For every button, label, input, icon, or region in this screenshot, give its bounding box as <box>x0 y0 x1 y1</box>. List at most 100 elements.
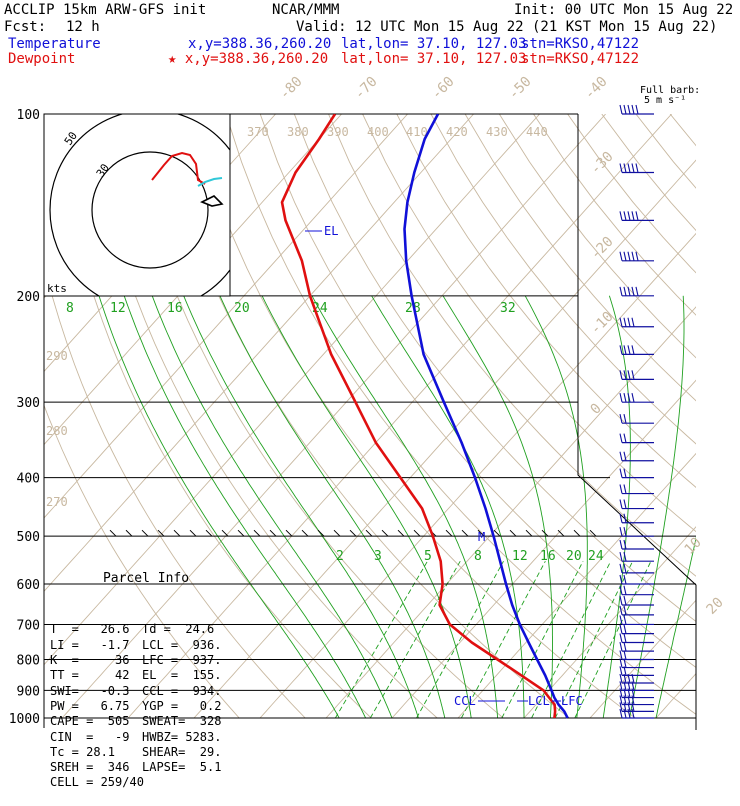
parcel-value-right: SWEAT= 328 <box>142 714 232 729</box>
isotherm-label: 10 <box>682 535 705 558</box>
hatch-mark <box>510 530 516 536</box>
isotherm-label: -50 <box>506 74 535 103</box>
theta-label: 420 <box>446 125 468 139</box>
parcel-value-left: Tc = 28.1 <box>50 745 142 760</box>
isotherm-label: -80 <box>277 74 306 103</box>
parcel-value-right: EL = 155. <box>142 668 232 683</box>
moist-adiabat-label: 20 <box>234 301 250 316</box>
isotherm-label: 20 <box>704 595 727 618</box>
hatch-mark <box>302 530 308 536</box>
mixing-ratio-label: 20 <box>566 549 582 564</box>
wind-barb <box>620 105 654 114</box>
theta-label: 280 <box>46 424 68 438</box>
wind-barb <box>620 552 654 561</box>
wind-barb <box>620 318 654 327</box>
dry-adiabat-line <box>329 114 740 718</box>
theta-label: 370 <box>247 125 269 139</box>
parcel-value-left: LI = -1.7 <box>50 638 142 653</box>
mixing-ratio-label: 8 <box>474 549 482 564</box>
wind-barb <box>620 615 654 624</box>
wind-barb <box>620 586 654 595</box>
parcel-value-left: T = 26.6 <box>50 622 142 637</box>
el-label: EL <box>324 224 338 238</box>
hatch-mark <box>142 530 148 536</box>
pressure-tick-label: 900 <box>17 684 40 699</box>
wind-barb <box>620 287 654 296</box>
pressure-tick-label: 100 <box>17 108 40 123</box>
theta-label: 270 <box>46 495 68 509</box>
theta-label: 430 <box>486 125 508 139</box>
pressure-tick-label: 700 <box>17 618 40 633</box>
pressure-tick-label: 800 <box>17 653 40 668</box>
parcel-value-left: CAPE = 505 <box>50 714 142 729</box>
moist-adiabat-line <box>372 296 524 718</box>
dry-adiabat-line <box>465 114 740 718</box>
theta-label: 400 <box>367 125 389 139</box>
mixing-ratio-label: 16 <box>540 549 556 564</box>
parcel-value-left: TT = 42 <box>50 668 142 683</box>
hatch-mark <box>222 530 228 536</box>
theta-label: 390 <box>327 125 349 139</box>
hatch-mark <box>590 530 596 536</box>
hatch-mark <box>382 530 388 536</box>
pressure-tick-label: 1000 <box>9 712 40 727</box>
mixing-ratio-label: 24 <box>588 549 604 564</box>
hatch-mark <box>526 530 532 536</box>
parcel-value-left: CIN = -9 <box>50 730 142 745</box>
isotherm-label: -30 <box>588 149 617 178</box>
wind-barb <box>620 527 654 536</box>
hatch-mark <box>254 530 260 536</box>
mixing-ratio-label: 5 <box>424 549 432 564</box>
hatch-mark <box>574 530 580 536</box>
pressure-tick-label: 200 <box>17 290 40 305</box>
parcel-info-title: Parcel Info <box>60 571 232 586</box>
parcel-info-row: CELL = 259/40 <box>50 775 232 790</box>
hatch-mark <box>110 530 116 536</box>
hatch-mark <box>318 530 324 536</box>
theta-label: 290 <box>46 349 68 363</box>
dry-adiabat-line <box>636 114 740 718</box>
parcel-value-right: HWBZ= 5283. <box>142 730 232 745</box>
dry-adiabat-line <box>431 114 740 718</box>
dry-adiabat-line <box>568 114 740 718</box>
parcel-value-left: SWI= -0.3 <box>50 684 142 699</box>
moist-adiabat-label: 16 <box>167 301 183 316</box>
isotherm-label: -10 <box>588 309 617 338</box>
lfc-label: LFC <box>561 694 583 708</box>
parcel-value-left: CELL = 259/40 <box>50 775 142 790</box>
moist-adiabat-line <box>656 296 740 718</box>
wind-barb <box>620 642 654 651</box>
dry-adiabat-line <box>670 114 740 718</box>
wind-barb <box>620 696 654 705</box>
dry-adiabat-line <box>704 114 740 718</box>
moist-adiabat-label: 32 <box>500 301 516 316</box>
moist-adiabat-label: 8 <box>66 301 74 316</box>
parcel-value-left: K = 36 <box>50 653 142 668</box>
parcel-value-right: LCL = 936. <box>142 638 232 653</box>
theta-label: 440 <box>526 125 548 139</box>
wind-barb <box>620 345 654 354</box>
moist-adiabat-line <box>630 296 684 718</box>
isotherm-line <box>722 114 740 718</box>
isotherm-label: 0 <box>588 401 605 418</box>
wind-barb <box>620 596 654 605</box>
hatch-mark <box>238 530 244 536</box>
pressure-tick-label: 600 <box>17 578 40 593</box>
mixing-ratio-line <box>575 561 651 718</box>
mixing-ratio-label: 12 <box>512 549 528 564</box>
m-label: M <box>478 530 485 544</box>
wind-barb <box>620 625 654 634</box>
pressure-tick-label: 400 <box>17 472 40 487</box>
moist-adiabat-line <box>262 296 471 718</box>
wind-barb <box>620 634 654 643</box>
hatch-mark <box>350 530 356 536</box>
isotherm-label: -60 <box>429 74 458 103</box>
